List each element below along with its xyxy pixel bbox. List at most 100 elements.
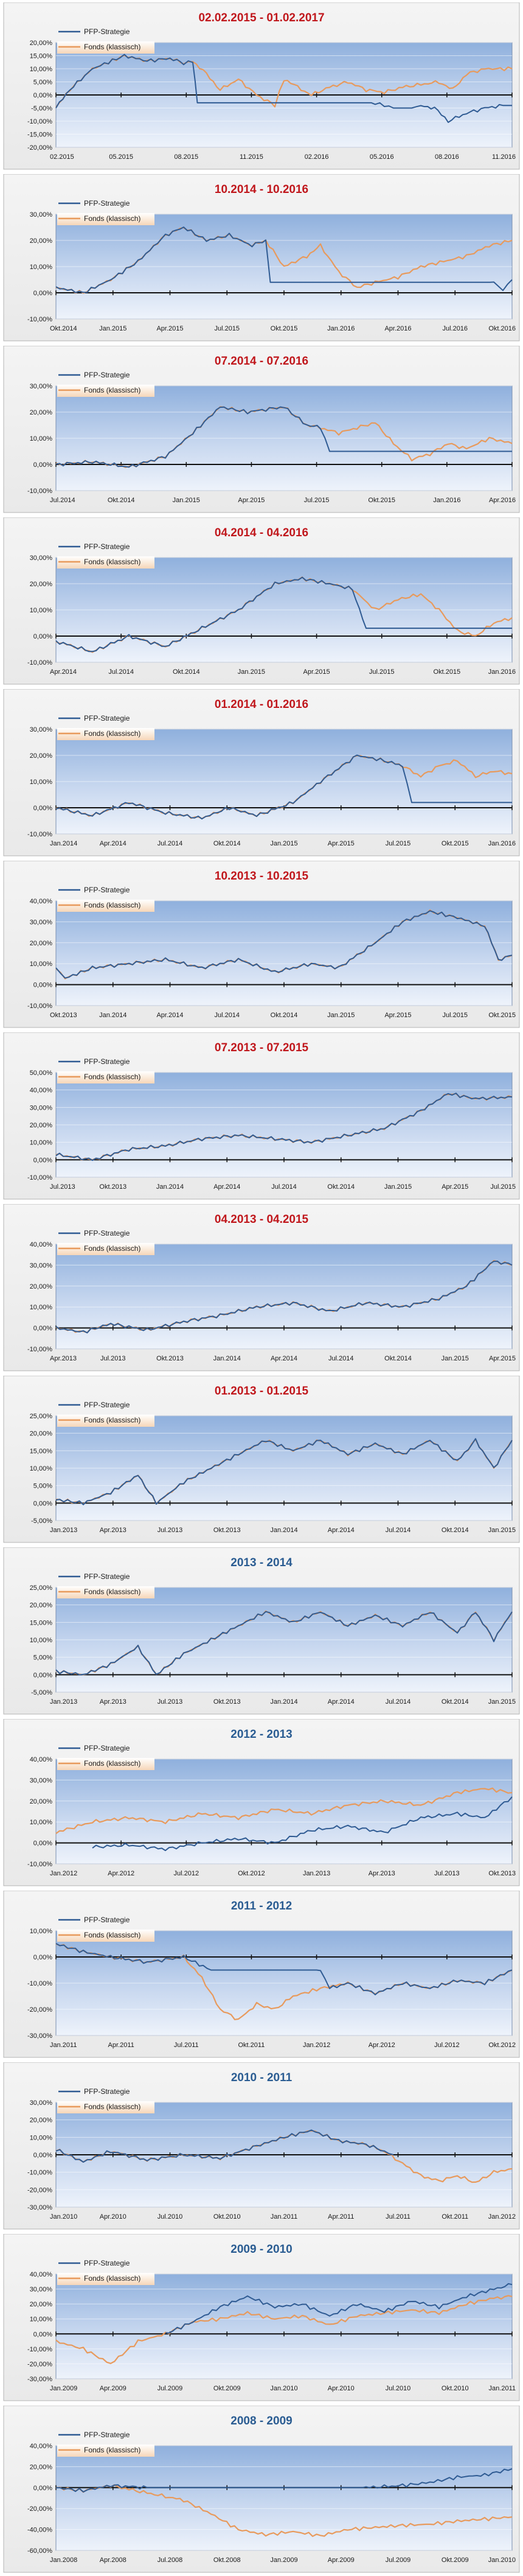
legend-swatch-fonds-box: [57, 2273, 154, 2285]
series-line-pfp: [55, 2129, 394, 2163]
y-tick-label: 30,00%: [30, 2099, 53, 2107]
y-tick-label: -10,00%: [27, 118, 52, 125]
x-tick-label: Jul.2015: [490, 1183, 516, 1191]
legend-label-pfp: PFP-Strategie: [84, 1744, 130, 1752]
y-tick-label: 15,00%: [30, 53, 53, 60]
plot-area: [55, 900, 513, 1006]
legend-label-fonds: Fonds (klassisch): [84, 386, 140, 394]
legend-label-pfp: PFP-Strategie: [84, 199, 130, 208]
chart-title: 01.2013 - 01.2015: [215, 1385, 309, 1398]
series-line-pfp: [55, 1093, 513, 1161]
y-tick-label: -60,00%: [27, 2547, 52, 2555]
x-tick-label: Jul.2014: [328, 1355, 354, 1362]
y-tick-label: 30,00%: [30, 2286, 53, 2294]
y-tick-label: 0,00%: [33, 92, 52, 99]
y-tick-label: 0,00%: [33, 1671, 52, 1679]
y-tick-label: -10,00%: [27, 1003, 52, 1010]
y-tick-label: 40,00%: [30, 898, 53, 905]
y-tick-label: 20,00%: [30, 1798, 53, 1805]
chart-title: 02.02.2015 - 01.02.2017: [198, 12, 324, 24]
x-tick-label: Apr.2013: [100, 1698, 126, 1706]
x-tick-label: 05.2016: [370, 153, 394, 161]
x-tick-label: Okt.2008: [213, 2557, 241, 2564]
y-tick-label: 40,00%: [30, 2443, 53, 2450]
y-tick-label: 30,00%: [30, 919, 53, 926]
y-tick-label: 25,00%: [30, 1413, 53, 1420]
chart-title: 2012 - 2013: [230, 1728, 292, 1741]
chart-title: 04.2013 - 04.2015: [215, 1213, 309, 1226]
x-tick-label: Okt.2014: [173, 668, 200, 676]
x-tick-label: Okt.2014: [213, 840, 241, 847]
legend-swatch-fonds-box: [57, 1758, 154, 1770]
chart-9: 01.2013 - 01.2015 25,00% 20,00% 15,00% 10,00…: [3, 1376, 520, 1543]
legend-swatch-fonds-box: [57, 2445, 154, 2457]
chart-title: 2010 - 2011: [231, 2071, 293, 2084]
x-tick-label: Apr.2009: [328, 2557, 355, 2564]
x-tick-label: Jan.2015: [488, 1527, 516, 1534]
chart-11: 2012 - 2013 40,00% 30,00% 20,00% 10,00% 0,00%…: [3, 1719, 520, 1886]
x-tick-label: Jul.2012: [434, 2042, 460, 2049]
x-tick-label: Apr.2015: [156, 325, 183, 332]
x-tick-label: Okt.2014: [108, 497, 135, 504]
legend-label-pfp: PFP-Strategie: [84, 1229, 130, 1237]
x-tick-label: Apr.2014: [328, 1527, 355, 1534]
y-tick-label: -10,00%: [27, 1346, 52, 1353]
y-tick-label: -30,00%: [27, 2032, 52, 2040]
chart-title: 10.2014 - 10.2016: [215, 183, 308, 196]
x-tick-label: Jul.2014: [214, 1012, 240, 1019]
y-tick-label: 0,00%: [33, 1500, 52, 1507]
y-tick-label: 30,00%: [30, 555, 53, 562]
series-line-fonds: [55, 1787, 513, 1835]
x-tick-label: Okt.2013: [50, 1012, 77, 1019]
y-tick-label: 0,00%: [33, 1840, 52, 1847]
chart-title: 07.2013 - 07.2015: [215, 1041, 309, 1054]
legend-label-fonds: Fonds (klassisch): [84, 1073, 140, 1081]
x-tick-label: Apr.2014: [328, 1698, 355, 1706]
x-tick-label: Jan.2016: [433, 497, 460, 504]
x-tick-label: 08.2016: [435, 153, 459, 161]
x-tick-label: Jan.2016: [488, 668, 516, 676]
y-tick-label: 5,00%: [33, 79, 52, 86]
series-line-pfp: [92, 1796, 513, 1852]
x-tick-label: Jul.2014: [158, 840, 183, 847]
legend-swatch-fonds-box: [57, 213, 154, 225]
y-tick-label: -20,00%: [27, 2186, 52, 2194]
y-tick-label: -40,00%: [27, 2527, 52, 2534]
x-tick-label: 11.2016: [492, 153, 516, 161]
legend-label-fonds: Fonds (klassisch): [84, 1759, 140, 1768]
y-tick-label: 30,00%: [30, 383, 53, 390]
legend-label-pfp: PFP-Strategie: [84, 371, 130, 379]
x-tick-label: Jan.2011: [50, 2042, 77, 2049]
legend-label-fonds: Fonds (klassisch): [84, 1416, 140, 1424]
y-tick-label: 0,00%: [33, 1325, 52, 1332]
y-tick-label: 10,00%: [30, 2134, 53, 2141]
y-tick-label: 10,00%: [30, 435, 53, 443]
x-tick-label: Jul.2014: [386, 1698, 411, 1706]
y-tick-label: 20,00%: [30, 1283, 53, 1290]
x-tick-label: Apr.2015: [303, 668, 330, 676]
x-tick-label: Jan.2015: [99, 325, 126, 332]
x-tick-label: Apr.2012: [108, 1870, 134, 1877]
x-tick-label: 11.2015: [240, 153, 263, 161]
x-tick-label: Jan.2008: [50, 2557, 77, 2564]
y-tick-label: 10,00%: [30, 1819, 53, 1826]
y-tick-label: 40,00%: [30, 1241, 53, 1248]
x-tick-label: Apr.2016: [489, 497, 516, 504]
x-tick-label: Jan.2014: [213, 1355, 241, 1362]
x-tick-label: Jan.2014: [270, 1698, 297, 1706]
y-tick-label: 10,00%: [30, 1304, 53, 1311]
x-tick-label: Jul.2013: [158, 1698, 183, 1706]
chart-8: 04.2013 - 04.2015 40,00% 30,00% 20,00% 10,00…: [3, 1204, 520, 1371]
legend-label-fonds: Fonds (klassisch): [84, 43, 140, 51]
chart-title: 01.2014 - 01.2016: [215, 698, 308, 711]
x-tick-label: Jan.2010: [270, 2385, 297, 2392]
legend-label-pfp: PFP-Strategie: [84, 27, 130, 36]
chart-13: 2010 - 2011 30,00% 20,00% 10,00% 0,00% -10,00…: [3, 2062, 520, 2230]
x-tick-label: Jan.2015: [488, 1698, 516, 1706]
y-tick-label: 40,00%: [30, 1756, 53, 1763]
legend-label-pfp: PFP-Strategie: [84, 1916, 130, 1924]
x-tick-label: Jul.2015: [369, 668, 395, 676]
x-tick-label: Apr.2015: [384, 1012, 411, 1019]
y-tick-label: 10,00%: [30, 2316, 53, 2323]
legend-swatch-fonds-box: [57, 385, 154, 397]
